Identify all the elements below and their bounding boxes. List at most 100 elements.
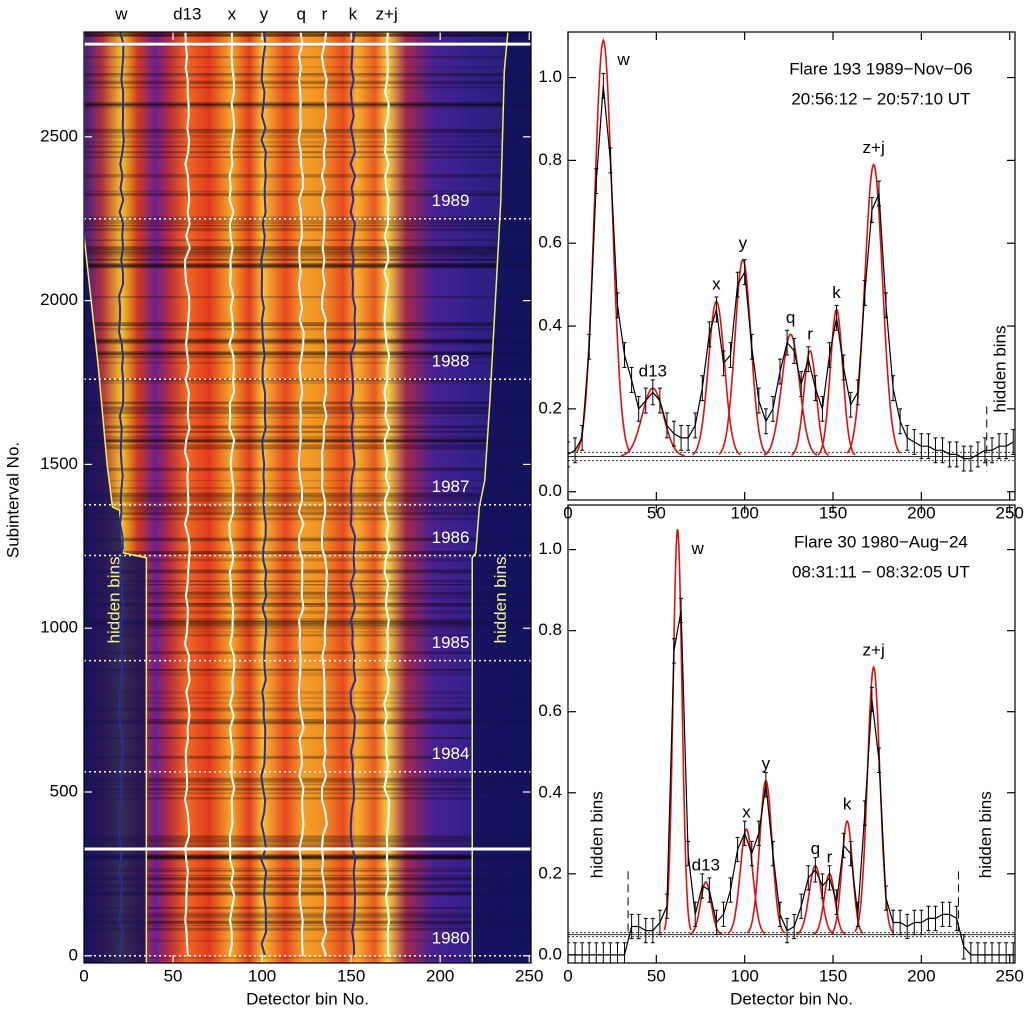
heatmap-stripe	[84, 627, 531, 630]
error-bar	[568, 441, 570, 468]
line-track	[183, 32, 191, 957]
year-label: 1988	[432, 352, 470, 371]
fit-curve	[727, 828, 766, 935]
heatmap-stripe	[84, 618, 531, 622]
heatmap-stripe	[84, 438, 531, 443]
heatmap-stripe	[84, 239, 531, 242]
heatmap-stripe	[84, 32, 531, 36]
heatmap-stripe	[84, 401, 531, 403]
heatmap-stripe	[84, 73, 531, 77]
x-tick-label: 0	[79, 966, 88, 985]
heatmap-stripe	[84, 492, 531, 496]
y-tick-label: 1500	[40, 454, 78, 473]
spectrum-plot	[568, 529, 1015, 963]
heatmap-stripe	[84, 190, 531, 192]
heatmap-stripe	[84, 939, 531, 942]
line-label: x	[742, 803, 751, 822]
line-label: q	[811, 839, 820, 858]
fit-curve	[663, 529, 692, 931]
x-tick-label: 250	[515, 966, 543, 985]
line-label: w	[691, 539, 705, 558]
x-axis-label: Detector bin No.	[730, 989, 853, 1008]
heatmap-stripe	[84, 263, 531, 268]
line-label: y	[739, 233, 748, 252]
hidden-bins-label: hidden bins	[588, 791, 607, 878]
heatmap-stripe	[84, 550, 531, 555]
y-tick-label: 0.4	[538, 316, 562, 335]
y-tick-label: 0.4	[538, 782, 562, 801]
year-label: 1985	[432, 633, 470, 652]
heatmap-stripe	[84, 580, 531, 583]
heatmap-stripe	[84, 447, 531, 450]
heatmap-stripe	[84, 558, 531, 562]
heatmap-stripe	[84, 104, 531, 109]
x-tick-label: 250	[996, 966, 1024, 985]
heatmap-stripe	[84, 216, 531, 218]
plot-frame	[83, 31, 532, 964]
heatmap-stripe	[84, 56, 531, 59]
heatmap-stripe	[84, 633, 531, 637]
heatmap-stripe	[84, 783, 531, 786]
chart-title: Flare 193 1989−Nov−06	[789, 59, 972, 78]
line-label: w	[114, 4, 128, 23]
y-tick-label: 1.0	[538, 67, 562, 86]
y-tick-label: 0.8	[538, 620, 562, 639]
fit-curve	[718, 258, 768, 455]
line-label: z+j	[376, 4, 398, 23]
line-label: y	[260, 4, 269, 23]
line-label: r	[807, 324, 813, 343]
chart-subtitle: 08:31:11 − 08:32:05 UT	[792, 562, 970, 581]
heatmap-stripe	[84, 915, 531, 920]
heatmap-stripe	[84, 537, 531, 541]
heatmap-stripe	[84, 651, 531, 655]
heatmap-stripe	[84, 439, 531, 443]
line-label: d13	[639, 362, 667, 381]
heatmap-stripe	[84, 857, 531, 861]
heatmap-stripe	[84, 845, 531, 848]
heatmap-stripe	[84, 339, 531, 342]
heatmap-stripe	[84, 912, 531, 915]
line-label: x	[228, 4, 237, 23]
heatmap-stripe	[84, 507, 531, 511]
heatmap-stripe	[84, 253, 531, 258]
heatmap-stripe	[84, 777, 531, 781]
heatmap-stripe	[84, 33, 531, 37]
x-tick-label: 50	[647, 966, 666, 985]
y-tick-label: 0.0	[538, 944, 562, 963]
heatmap-stripe	[84, 228, 531, 232]
heatmap-stripe	[84, 595, 531, 600]
line-label: k	[843, 795, 852, 814]
heatmap-stripe	[84, 696, 531, 700]
heatmap-stripe	[84, 779, 531, 781]
heatmap-stripe	[84, 487, 531, 489]
heatmap-stripe	[84, 906, 531, 909]
heatmap-stripe	[84, 378, 531, 381]
line-label: k	[832, 283, 841, 302]
line-track	[349, 32, 357, 957]
heatmap-stripe	[84, 356, 531, 359]
heatmap-stripe	[84, 217, 531, 221]
y-tick-label: 0.0	[538, 481, 562, 500]
heatmap-stripe	[84, 224, 531, 227]
heatmap-stripe	[84, 855, 531, 860]
line-label: q	[297, 4, 306, 23]
fit-curve	[846, 162, 901, 454]
line-label: r	[322, 4, 328, 23]
y-tick-label: 2500	[40, 126, 78, 145]
line-label: d13	[692, 855, 720, 874]
heatmap-stripe	[84, 401, 531, 404]
heatmap-stripe	[84, 132, 531, 135]
heatmap-stripe	[84, 781, 531, 783]
heatmap-stripe	[84, 691, 531, 695]
heatmap-stripe	[84, 380, 531, 384]
plot-frame	[567, 504, 1016, 964]
heatmap-stripe	[84, 258, 531, 261]
heatmap-stripe	[84, 145, 531, 147]
heatmap-stripe	[84, 736, 531, 739]
heatmap-stripe	[84, 128, 531, 133]
hidden-bins-label: hidden bins	[976, 791, 995, 878]
y-tick-label: 0.8	[538, 150, 562, 169]
heatmap-stripe	[84, 889, 531, 891]
heatmap-stripe	[84, 145, 531, 148]
heatmap-stripe	[84, 588, 531, 590]
